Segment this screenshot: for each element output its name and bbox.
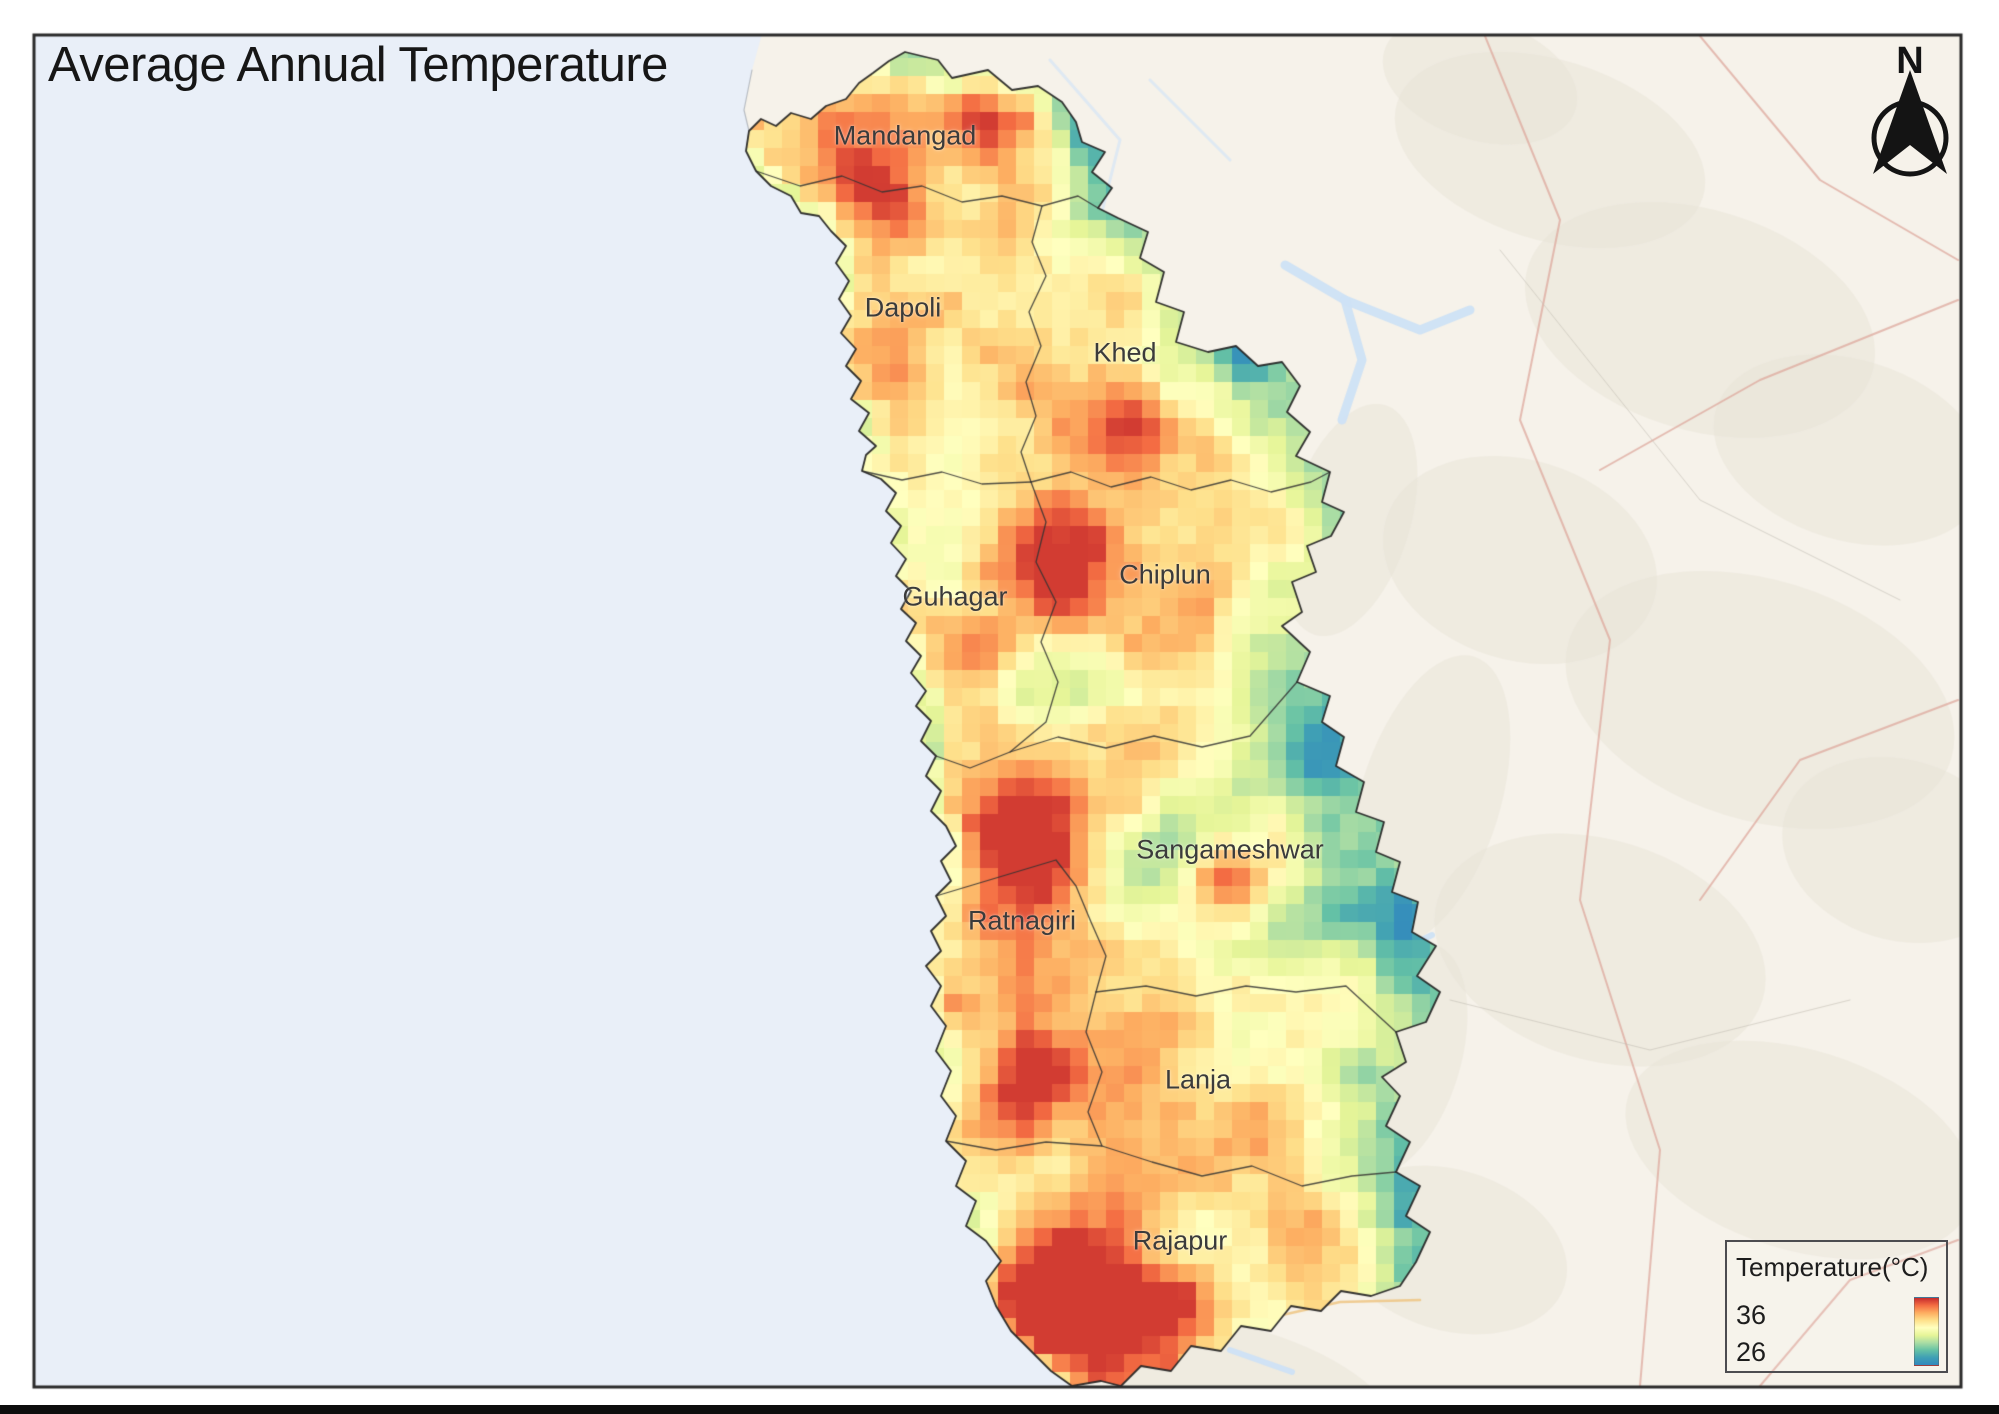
legend-title: Temperature(°C) [1736, 1252, 1929, 1282]
north-arrow-n-label: N [1896, 40, 1924, 82]
legend-max-value: 36 [1736, 1300, 1767, 1330]
map-title: Average Annual Temperature [48, 38, 668, 92]
north-arrow: N [1858, 40, 1962, 186]
taluka-label-rajapur: Rajapur [1132, 1225, 1228, 1256]
legend-min-value: 26 [1736, 1337, 1767, 1367]
taluka-label-ratnagiri: Ratnagiri [967, 905, 1077, 936]
taluka-label-dapoli: Dapoli [864, 292, 942, 323]
north-arrow-icon [1871, 70, 1949, 177]
taluka-label-sangameshwar: Sangameshwar [1136, 834, 1324, 865]
legend-color-ramp [1914, 1297, 1939, 1366]
taluka-label-khed: Khed [1093, 337, 1157, 368]
taluka-label-lanja: Lanja [1164, 1064, 1232, 1095]
bottom-screen-edge [0, 1405, 1999, 1414]
taluka-label-chiplun: Chiplun [1119, 559, 1211, 590]
legend-box: Temperature(°C) 36 26 [1725, 1240, 1948, 1373]
taluka-label-guhagar: Guhagar [902, 581, 1008, 612]
taluka-label-mandangad: Mandangad [833, 120, 977, 151]
